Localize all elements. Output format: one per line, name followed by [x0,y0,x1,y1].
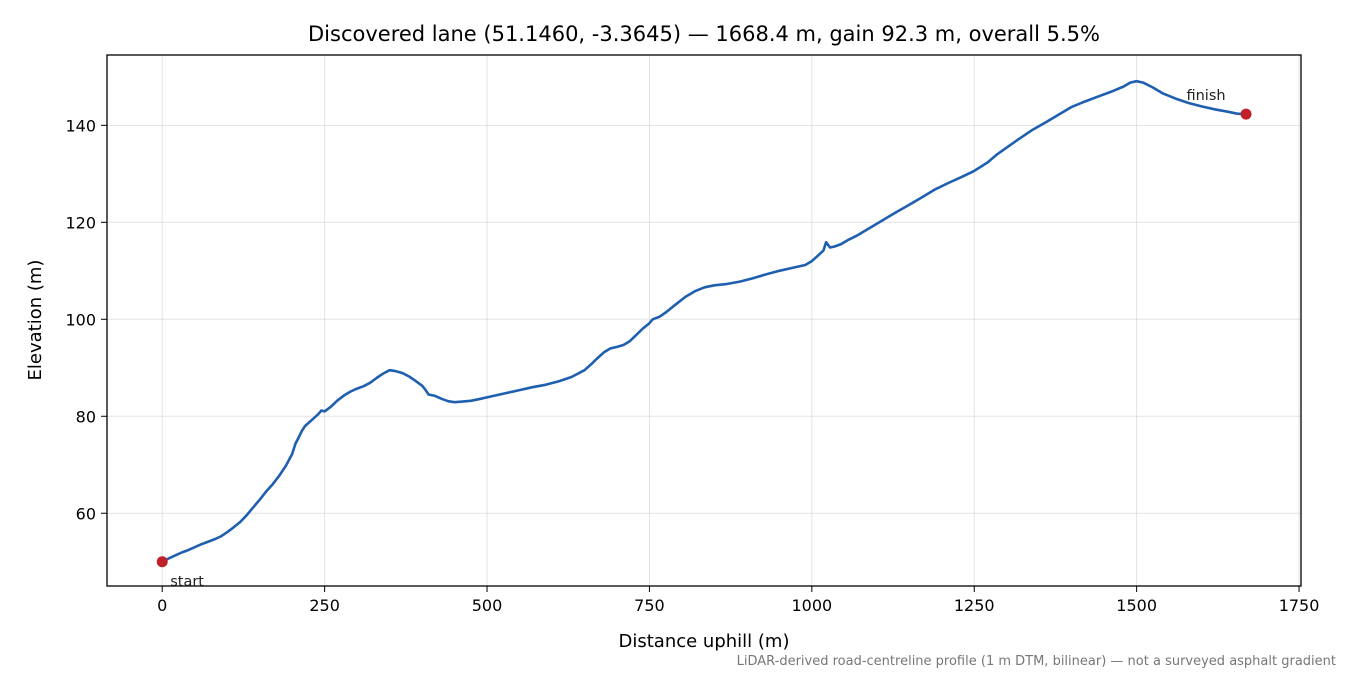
finish-marker [1240,108,1252,120]
y-tick-label: 140 [65,116,96,135]
elevation-profile-line [160,79,1248,564]
y-tick-label: 80 [76,407,96,426]
finish-label: finish [1186,88,1225,104]
x-tick-label: 250 [309,596,340,615]
x-tick-label: 750 [634,596,665,615]
start-label: start [170,574,204,590]
x-tick-label: 500 [472,596,503,615]
x-tick-label: 1250 [954,596,995,615]
y-axis-label: Elevation (m) [25,260,46,381]
y-tick-label: 120 [65,213,96,232]
x-tick-label: 1500 [1116,596,1157,615]
x-axis-label: Distance uphill (m) [619,631,790,652]
axis-ticks: 0 250 500 750 1000 1250 1500 1750 60 80 100 120 140 [65,116,1319,615]
y-tick-label: 100 [65,310,96,329]
chart-title: Discovered lane (51.1460, -3.3645) — 166… [308,22,1100,46]
x-tick-label: 0 [157,596,167,615]
endpoint-markers [156,108,1252,568]
plot-frame [106,54,1302,587]
y-tick-label: 60 [76,504,96,523]
x-tick-label: 1750 [1279,596,1320,615]
x-tick-label: 1000 [791,596,832,615]
start-marker [156,556,168,568]
grid-lines [107,55,1301,586]
footnote: LiDAR-derived road-centreline profile (1… [737,654,1336,669]
